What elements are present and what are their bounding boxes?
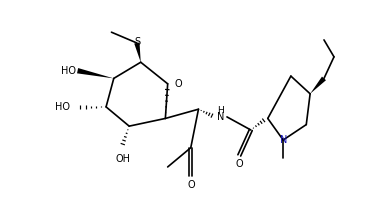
Polygon shape <box>134 43 141 62</box>
Text: N: N <box>280 135 288 145</box>
Text: HO: HO <box>55 102 70 112</box>
Polygon shape <box>77 68 114 78</box>
Text: N: N <box>217 112 224 122</box>
Text: O: O <box>175 79 182 89</box>
Text: S: S <box>135 37 141 47</box>
Text: O: O <box>188 180 195 190</box>
Text: OH: OH <box>116 154 130 164</box>
Polygon shape <box>310 77 326 94</box>
Text: O: O <box>235 159 243 169</box>
Text: HO: HO <box>61 66 76 76</box>
Text: H: H <box>218 106 224 115</box>
